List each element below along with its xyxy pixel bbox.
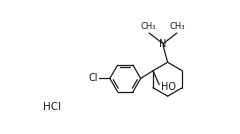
Text: CH₃: CH₃ [170,22,186,31]
Text: Cl: Cl [89,73,98,83]
Text: N: N [159,39,167,49]
Text: HO: HO [161,82,176,92]
Text: CH₃: CH₃ [141,22,156,31]
Text: HCl: HCl [43,102,61,112]
